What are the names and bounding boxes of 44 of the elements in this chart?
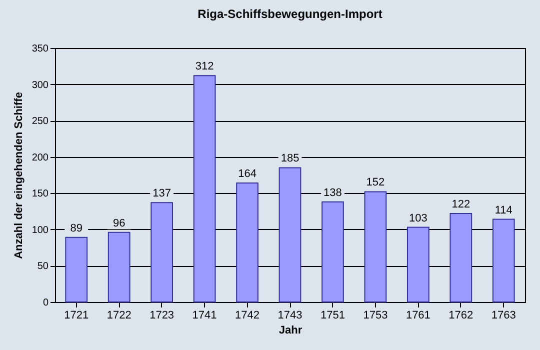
bar <box>492 218 515 302</box>
y-tick-label: 150 <box>32 188 49 200</box>
data-label: 122 <box>452 198 470 210</box>
data-label: 103 <box>409 212 428 224</box>
bar <box>407 226 430 302</box>
bar <box>150 202 173 302</box>
bar <box>322 201 344 302</box>
x-tick-label: 1751 <box>320 310 345 322</box>
x-tick-label: 1723 <box>150 310 174 322</box>
data-label: 164 <box>238 168 256 180</box>
y-tick-label: 0 <box>42 298 49 308</box>
x-tick-label: 1753 <box>363 310 388 322</box>
data-label: 185 <box>280 152 300 165</box>
x-tick-label: 1741 <box>192 310 217 322</box>
y-axis-title: Anzahl der eingehenden Schiffe <box>12 92 25 259</box>
bar <box>193 75 216 302</box>
x-tick-label: 1721 <box>64 310 89 322</box>
bar <box>278 167 302 302</box>
bar <box>364 191 387 302</box>
bar <box>236 182 258 302</box>
data-label: 114 <box>494 204 512 216</box>
y-tick-label: 100 <box>32 224 49 236</box>
y-tick-label: 250 <box>32 116 49 128</box>
data-label: 138 <box>324 186 342 199</box>
x-tick-label: 1763 <box>491 310 516 322</box>
x-tick-label: 1762 <box>448 310 474 322</box>
data-label: 96 <box>112 217 126 230</box>
y-tick-label: 200 <box>32 152 49 164</box>
chart-title: Riga-Schiffsbewegungen-Import <box>198 7 382 21</box>
data-label: 137 <box>152 188 171 200</box>
bar <box>65 236 88 302</box>
bar <box>108 232 130 302</box>
x-tick-label: 1761 <box>406 310 430 322</box>
x-tick-label: 1722 <box>106 310 132 322</box>
x-tick-label: 1743 <box>278 310 302 322</box>
y-tick-label: 50 <box>37 261 49 272</box>
x-tick-label: 1742 <box>235 310 260 322</box>
bar <box>450 212 472 302</box>
data-label: 152 <box>366 176 385 189</box>
x-axis-title: Jahr <box>278 324 303 336</box>
data-label: 312 <box>195 60 214 73</box>
y-tick-label: 350 <box>32 44 49 54</box>
data-label: 89 <box>70 222 82 234</box>
y-tick-label: 300 <box>32 80 49 91</box>
